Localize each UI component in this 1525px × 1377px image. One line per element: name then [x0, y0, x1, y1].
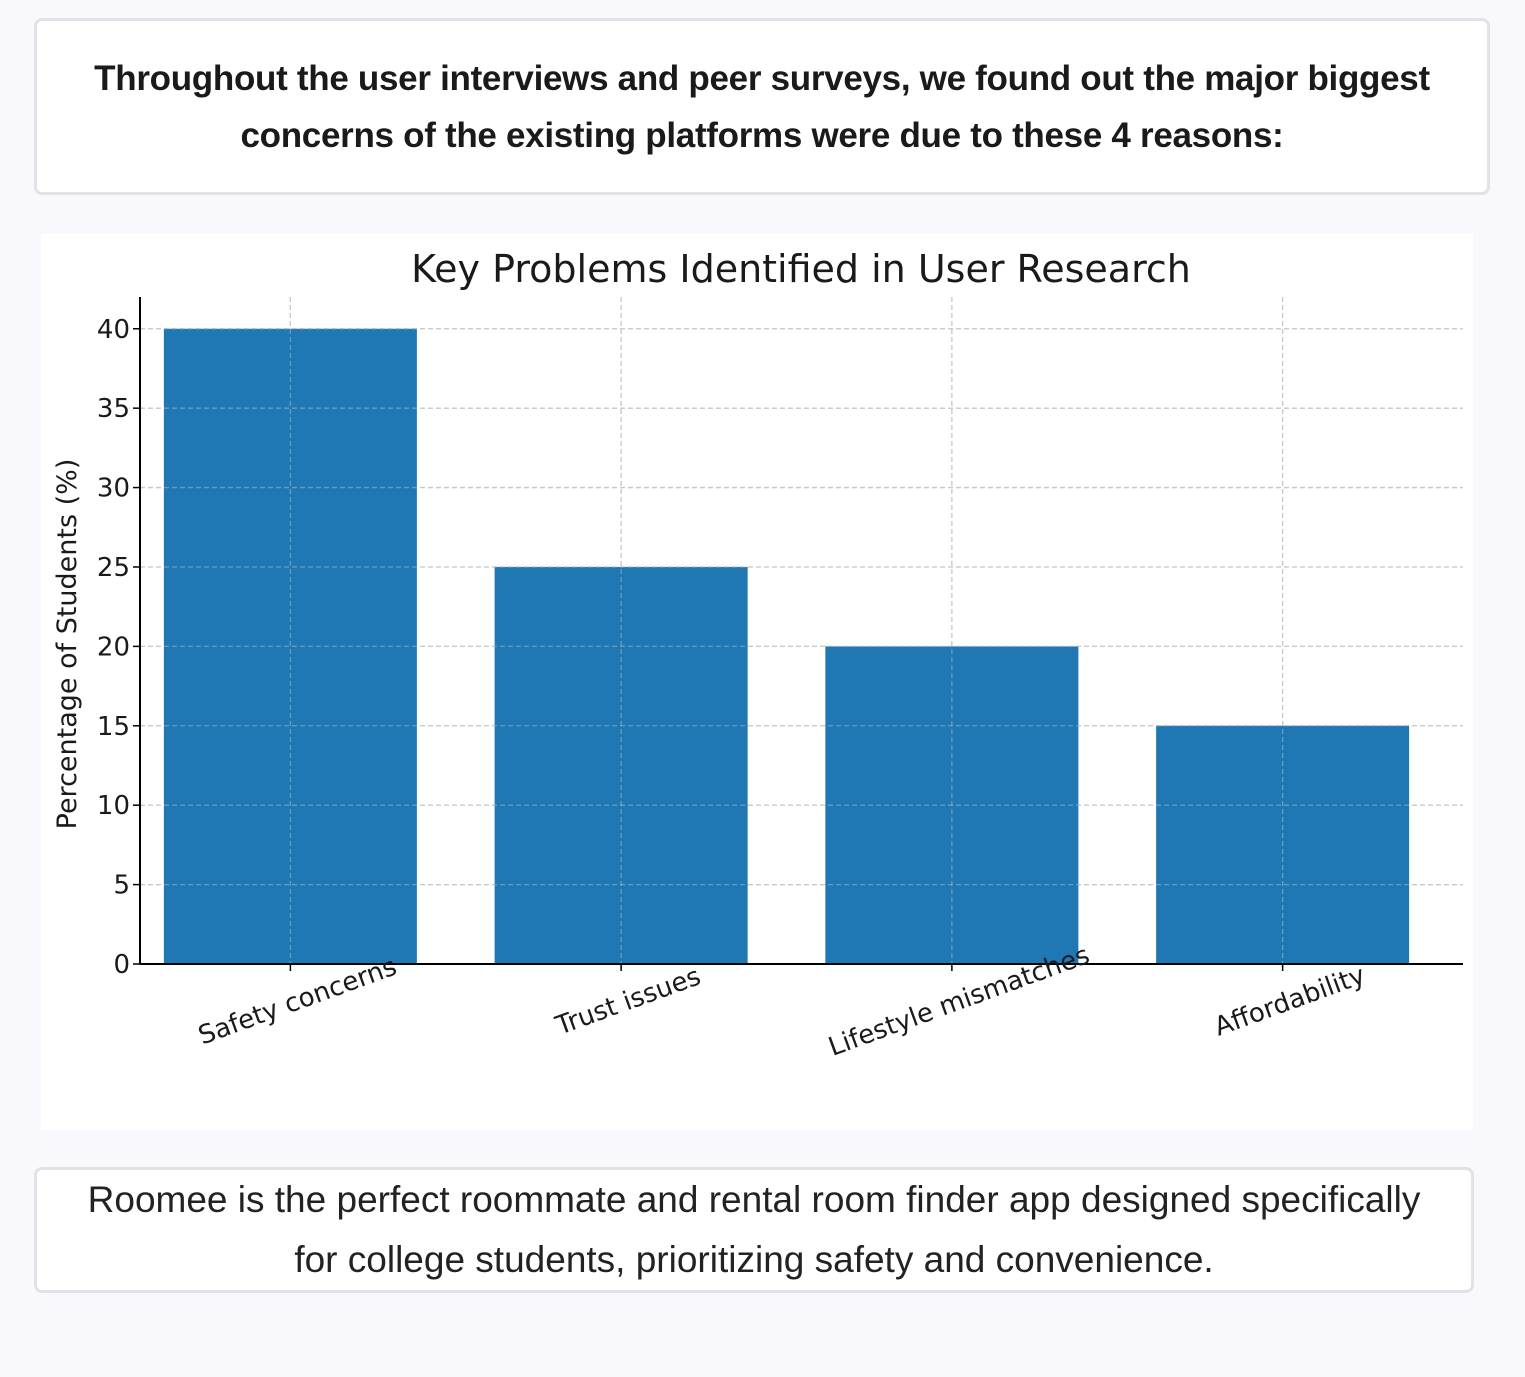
bar	[825, 646, 1079, 964]
chart-svg: 0 5 10 15 20 25 30 35 40 Safety concerns Trust iss…	[52, 247, 1463, 1063]
x-tick-label: Safety concerns	[194, 952, 400, 1052]
bar	[163, 328, 417, 964]
bar-layer	[163, 328, 1410, 964]
chart-title: Key Problems Identified in User Research	[411, 247, 1191, 291]
bar	[1156, 725, 1410, 964]
intro-text: Throughout the user interviews and peer …	[94, 58, 1430, 155]
y-tick-label: 0	[113, 950, 130, 980]
bar	[494, 566, 748, 964]
summary-card: Roomee is the perfect roommate and renta…	[34, 1167, 1474, 1293]
y-tick-label: 25	[97, 553, 130, 583]
x-tick-label: Affordability	[1211, 960, 1370, 1042]
y-tick-label: 10	[97, 791, 130, 821]
summary-text: Roomee is the perfect roommate and renta…	[87, 1179, 1421, 1280]
x-tick-label: Trust issues	[551, 961, 705, 1041]
y-tick-label: 5	[113, 871, 130, 901]
y-tick-label: 20	[97, 632, 130, 662]
y-axis-label: Percentage of Students (%)	[52, 459, 83, 830]
bar-chart: 0 5 10 15 20 25 30 35 40 Safety concerns Trust iss…	[41, 234, 1473, 1130]
grid-front-layer	[140, 297, 1463, 964]
intro-card: Throughout the user interviews and peer …	[34, 18, 1490, 195]
y-tick-label: 35	[97, 394, 130, 424]
y-tick-label: 40	[97, 315, 130, 345]
y-tick-label: 15	[97, 712, 130, 742]
y-tick-label: 30	[97, 474, 130, 504]
